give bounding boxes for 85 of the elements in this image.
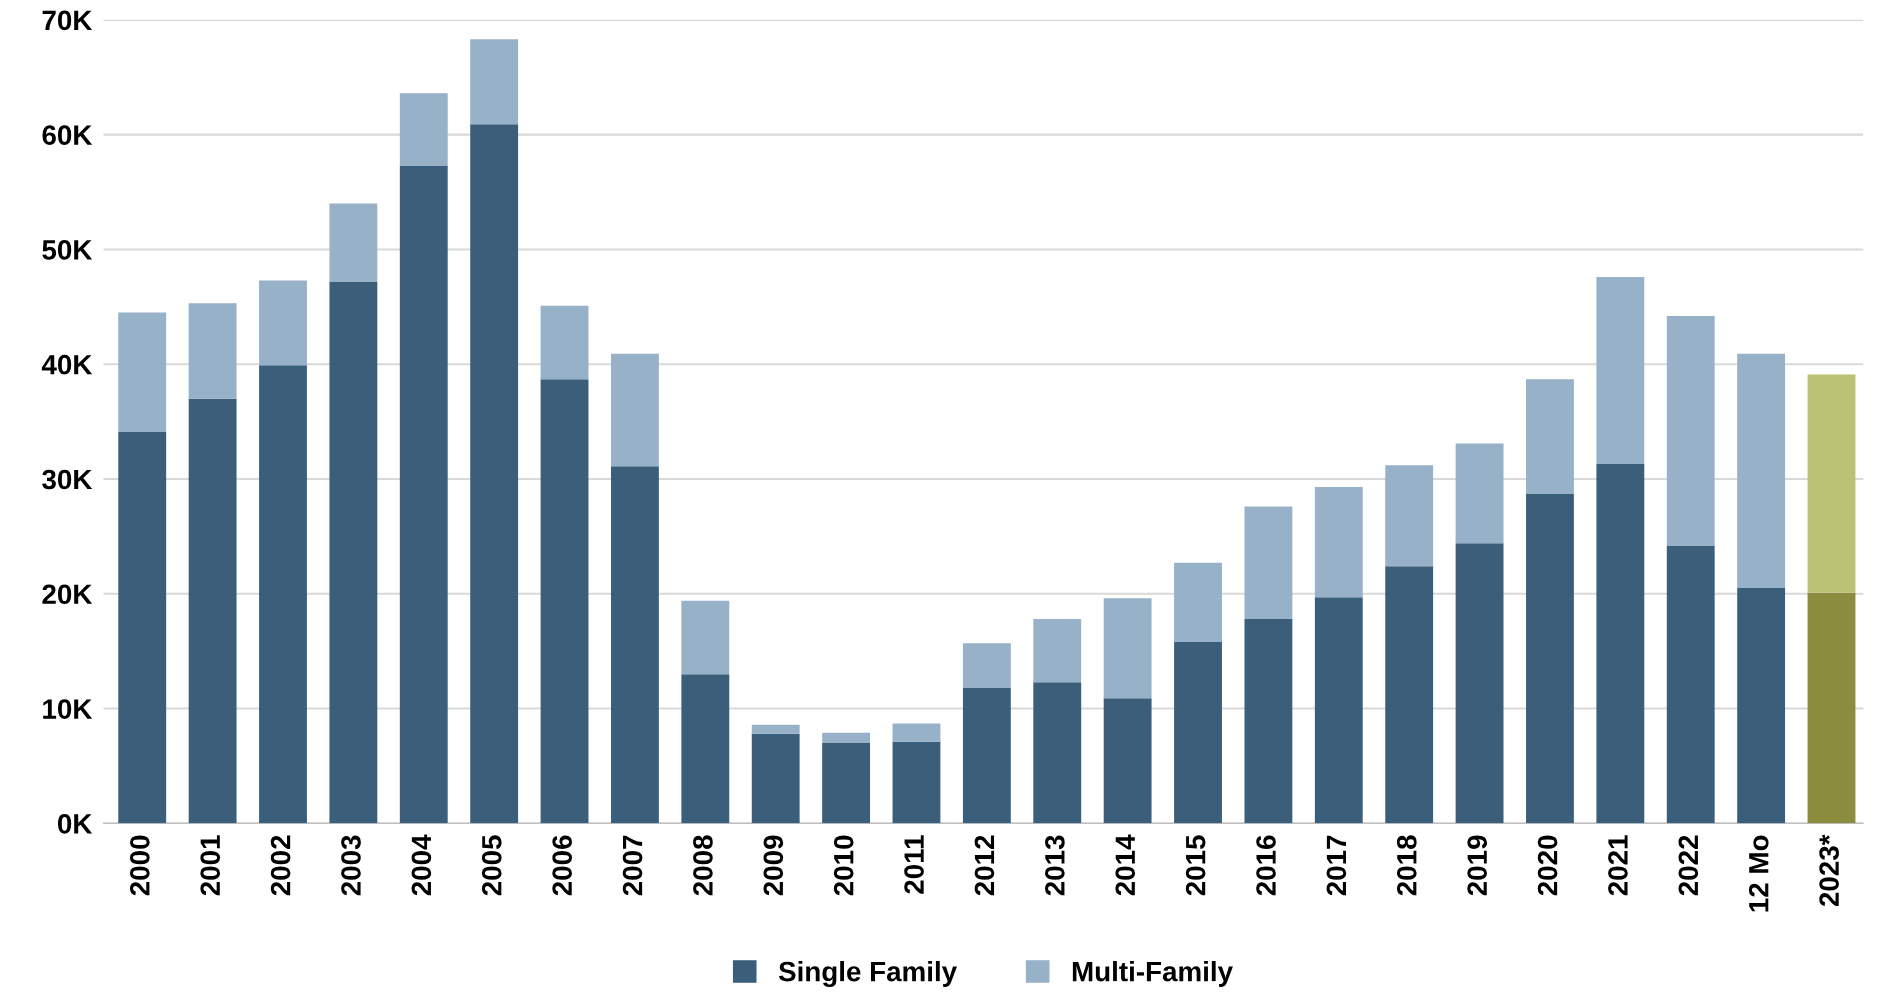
x-tick-label: 2013	[1045, 835, 1065, 896]
bar	[1666, 545, 1715, 824]
bar	[892, 741, 941, 824]
x-tick-label: 2011	[904, 835, 924, 894]
bar	[751, 733, 800, 824]
x-tick-label: 2014	[1115, 834, 1136, 896]
bar	[1596, 464, 1645, 824]
bar	[1174, 641, 1222, 824]
x-tick-label: 2018	[1396, 835, 1417, 896]
legend-label: Multi-Family	[1072, 961, 1233, 987]
x-tick-label: 2012	[974, 835, 995, 896]
x-tick-label: 2003	[341, 835, 361, 896]
x-tick-label: 2021	[1608, 835, 1628, 896]
bar	[188, 398, 237, 824]
bar	[962, 687, 1011, 824]
x-tick-label: 2002	[270, 835, 291, 896]
y-tick-label: 50K	[42, 240, 93, 260]
bar	[1807, 374, 1856, 593]
bar	[118, 312, 167, 432]
bar	[1244, 506, 1293, 620]
bar	[399, 165, 448, 824]
x-tick-label: 2020	[1537, 835, 1558, 896]
bar	[1103, 698, 1152, 824]
x-tick-label: 2000	[130, 835, 150, 896]
x-tick-label: 2004	[411, 834, 432, 896]
x-tick-label: 2007	[622, 835, 643, 896]
y-tick-label: 0K	[57, 814, 93, 834]
x-tick-label: 2010	[833, 835, 854, 896]
y-tick-label: 60K	[42, 125, 93, 145]
bar	[1033, 682, 1082, 824]
bar	[1526, 493, 1574, 824]
bar	[751, 724, 800, 734]
bar	[329, 281, 378, 824]
bar	[681, 674, 730, 824]
x-tick-label: 2023*	[1819, 834, 1839, 907]
x-tick-label: 2016	[1256, 835, 1276, 896]
x-tick-label: 2017	[1326, 835, 1347, 896]
bar	[540, 379, 589, 824]
x-tick-label: 2015	[1185, 835, 1206, 896]
y-tick-label: 30K	[42, 469, 93, 490]
bar	[1526, 379, 1574, 494]
x-tick-label: 2006	[552, 835, 572, 896]
x-tick-label: 2005	[481, 835, 502, 896]
bar	[1455, 443, 1504, 544]
bar	[1174, 562, 1222, 642]
bar	[822, 743, 871, 824]
y-tick-label: 40K	[41, 354, 93, 375]
x-tick-label: 2008	[693, 835, 713, 896]
x-tick-label: 12 Mo	[1748, 835, 1769, 912]
bar	[118, 431, 167, 824]
bar	[1314, 597, 1363, 824]
bar	[681, 600, 730, 675]
bar	[1314, 487, 1363, 598]
bar	[611, 466, 659, 824]
bar	[1737, 588, 1786, 824]
bar	[470, 124, 519, 824]
bar	[540, 305, 589, 380]
legend-label: Single Family	[778, 961, 957, 988]
y-tick-label: 20K	[42, 584, 93, 605]
bar	[1737, 353, 1786, 589]
bar	[1385, 465, 1434, 567]
bar	[822, 732, 871, 744]
x-tick-label: 2022	[1678, 835, 1699, 896]
bar	[892, 723, 941, 742]
x-tick-label: 2019	[1467, 835, 1488, 896]
bar	[399, 93, 448, 166]
bar	[1033, 619, 1082, 683]
bar	[188, 303, 237, 399]
bar	[1385, 566, 1434, 824]
y-tick-label: 10K	[43, 699, 93, 719]
bar	[611, 353, 659, 467]
bar	[259, 280, 307, 366]
bar	[1244, 619, 1293, 824]
bar	[1596, 276, 1645, 465]
bar	[1666, 315, 1715, 546]
bar	[1103, 598, 1152, 699]
x-tick-label: 2001	[200, 835, 221, 896]
bar	[1807, 592, 1856, 824]
bar	[1455, 543, 1504, 824]
bar	[259, 365, 307, 824]
y-tick-label: 70K	[42, 10, 93, 31]
bar	[470, 39, 519, 125]
bar	[329, 203, 378, 282]
x-tick-label: 2009	[763, 835, 784, 896]
bar	[962, 643, 1011, 688]
